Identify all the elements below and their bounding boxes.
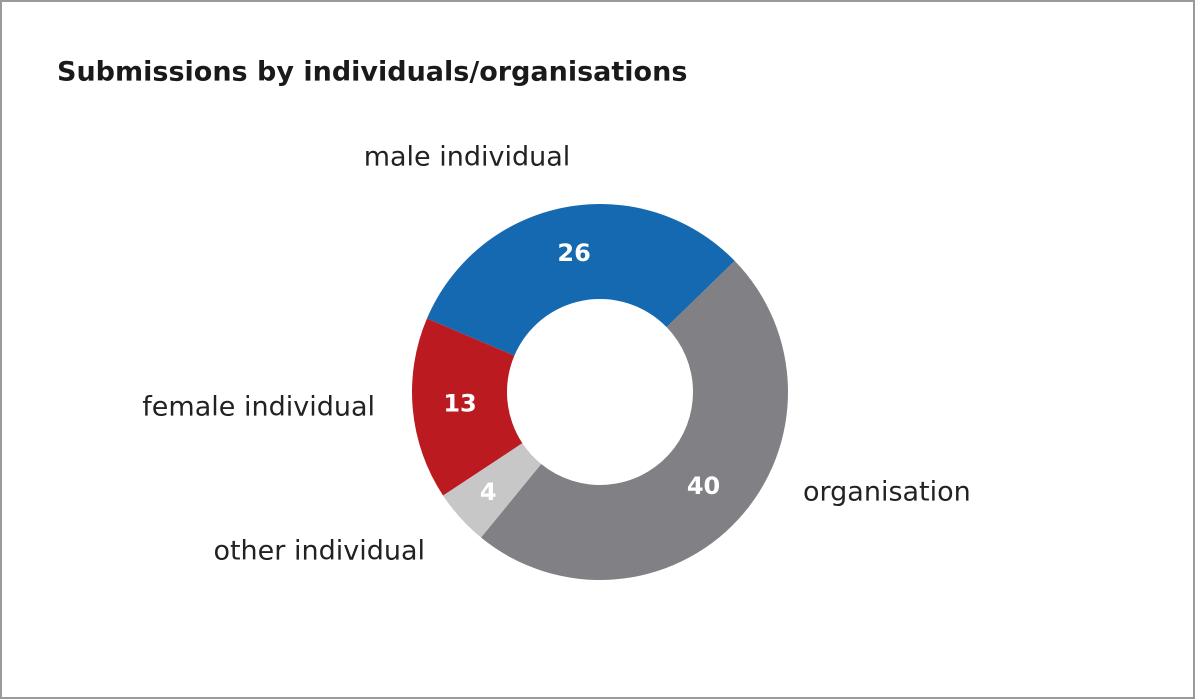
category-label: other individual (213, 536, 425, 567)
value-label: 4 (480, 478, 497, 506)
donut-segment (426, 204, 735, 356)
donut-segment (481, 260, 789, 581)
value-label: 13 (443, 390, 476, 418)
donut-segment (443, 443, 542, 538)
category-label: female individual (142, 392, 375, 423)
chart-title: Submissions by individuals/organisations (57, 57, 687, 88)
value-label: 40 (687, 472, 720, 500)
category-label: organisation (803, 477, 971, 508)
donut-segment (412, 318, 523, 496)
value-label: 26 (557, 239, 590, 267)
category-label: male individual (364, 142, 571, 173)
